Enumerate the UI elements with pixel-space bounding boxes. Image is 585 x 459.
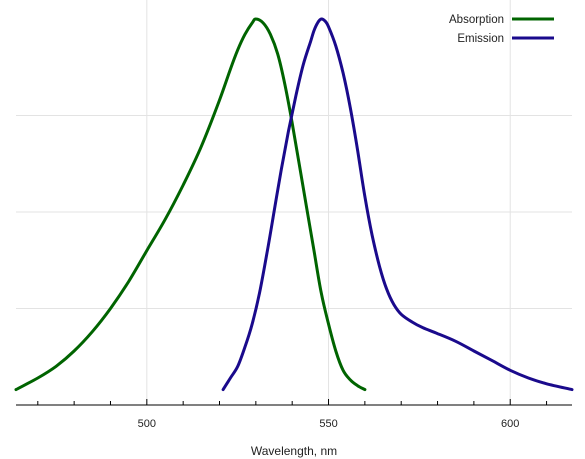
x-tick-labels: 500 550 600 — [138, 418, 520, 430]
x-tick-label: 500 — [138, 418, 156, 430]
x-axis-label: Wavelength, nm — [251, 444, 337, 458]
series-lines — [14, 17, 574, 392]
x-axis — [16, 399, 572, 406]
legend-label-emission: Emission — [457, 33, 504, 45]
x-tick-label: 600 — [501, 418, 519, 430]
grid-lines — [16, 0, 572, 405]
x-tick-label: 550 — [319, 418, 337, 430]
series-line-emission — [221, 17, 574, 392]
series-line-absorption — [14, 17, 367, 392]
legend: Absorption Emission — [449, 14, 554, 45]
legend-label-absorption: Absorption — [449, 14, 504, 26]
